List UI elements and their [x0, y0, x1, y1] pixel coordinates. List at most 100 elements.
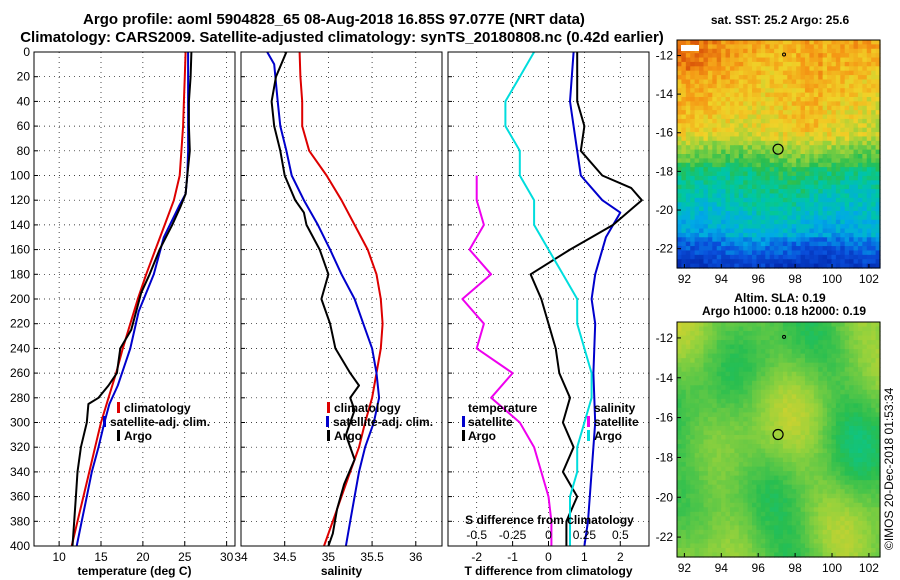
map-cell [778, 358, 784, 364]
map-cell [804, 471, 810, 477]
map-cell [712, 215, 718, 221]
map-cell [690, 547, 696, 554]
map-cell [871, 453, 877, 459]
map-cell [813, 385, 819, 391]
map-cell [699, 197, 705, 203]
legend-label-t-satellite: satellite [468, 415, 513, 429]
map-cell [703, 493, 709, 499]
map-cell [760, 349, 766, 355]
map-cell [804, 219, 810, 225]
map-cell [804, 145, 810, 151]
map-cell [774, 507, 780, 513]
map-cell [752, 241, 758, 247]
map-cell [875, 421, 881, 427]
map-cell [787, 489, 793, 495]
map-cell [791, 206, 797, 212]
map-cell [774, 448, 780, 454]
map-cell [738, 516, 744, 522]
map-cell [818, 254, 824, 260]
map-cell [831, 529, 837, 535]
map-cell [866, 44, 872, 50]
map-cell [835, 132, 841, 138]
map-cell [707, 132, 713, 138]
map-cell [690, 132, 696, 138]
map-cell [822, 254, 828, 260]
map-cell [840, 529, 846, 535]
map-cell [835, 193, 841, 199]
map-cell [871, 362, 877, 368]
map-cell [699, 502, 705, 508]
map-cell [703, 480, 709, 486]
map-cell [716, 219, 722, 225]
map-cell [857, 484, 863, 490]
map-cell [760, 484, 766, 490]
map-cell [677, 44, 683, 50]
map-cell [765, 193, 771, 199]
map-cell [827, 376, 833, 382]
map-cell [685, 232, 691, 238]
map-cell [707, 430, 713, 436]
map-cell [818, 434, 824, 441]
map-cell [849, 254, 855, 260]
map-cell [871, 53, 877, 59]
map-cell [840, 475, 846, 481]
map-cell [725, 322, 731, 328]
map-cell [840, 149, 846, 155]
map-cell [729, 538, 735, 545]
map-cell [782, 367, 788, 373]
map-cell [857, 371, 863, 377]
map-cell [849, 219, 855, 225]
map-cell [738, 211, 744, 216]
map-cell [787, 237, 793, 243]
map-cell [743, 211, 749, 216]
map-cell [712, 40, 718, 45]
map-cell [769, 206, 775, 212]
map-cell [747, 511, 753, 517]
map-cell [791, 44, 797, 50]
map-cell [827, 228, 833, 234]
map-cell [800, 380, 806, 386]
map-cell [844, 471, 850, 477]
map-cell [760, 132, 766, 138]
map-cell [796, 507, 802, 513]
map-cell [725, 101, 731, 107]
map-cell [840, 394, 846, 400]
map-cell [866, 385, 872, 391]
map-cell [875, 171, 881, 177]
map-cell [778, 53, 784, 59]
map-cell [707, 215, 713, 221]
map-cell [760, 430, 766, 436]
map-cell [716, 149, 722, 155]
map-cell [778, 462, 784, 468]
map-cell [690, 484, 696, 490]
map-cell [822, 444, 828, 450]
map-cell [677, 444, 683, 450]
map-cell [866, 430, 872, 436]
map-cell [782, 462, 788, 468]
map-cell [871, 171, 877, 177]
map-cell [721, 326, 727, 332]
map-cell [835, 475, 841, 481]
map-cell [862, 40, 868, 45]
map-cell [866, 237, 872, 243]
map-cell [778, 97, 784, 102]
map-cell [849, 520, 855, 526]
map-cell [809, 105, 815, 111]
map-cell [862, 215, 868, 221]
map-cell [796, 114, 802, 120]
map-cell [853, 66, 859, 72]
map-cell [804, 362, 810, 368]
map-cell [738, 385, 744, 391]
map-cell [787, 439, 793, 445]
map-cell [760, 538, 766, 545]
map-cell [804, 259, 810, 265]
map-cell [827, 498, 833, 504]
map-cell [840, 171, 846, 177]
map-cell [721, 425, 727, 432]
map-cell [747, 197, 753, 203]
map-cell [765, 471, 771, 477]
x-tick-label: 34.5 [273, 550, 297, 564]
map-cell [800, 525, 806, 531]
map-cell [871, 412, 877, 418]
map-cell [747, 228, 753, 234]
